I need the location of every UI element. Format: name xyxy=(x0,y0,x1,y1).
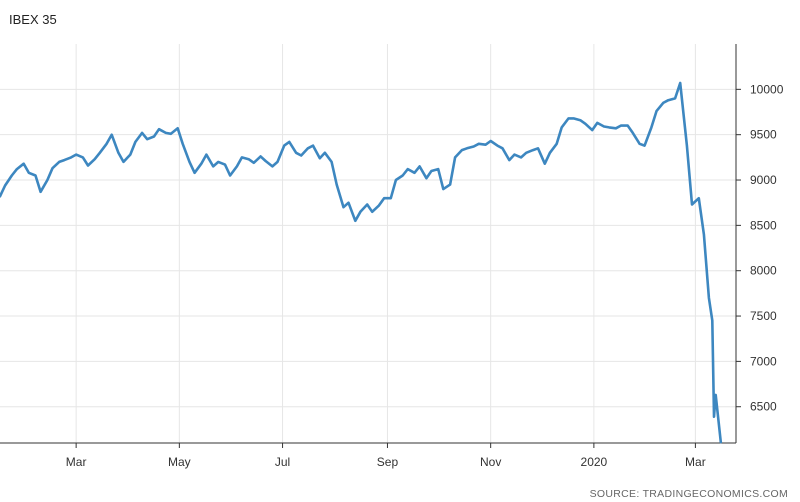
y-tick-label-6: 9500 xyxy=(750,128,777,142)
y-tick-label-0: 6500 xyxy=(750,400,777,414)
series-line xyxy=(0,81,723,444)
x-tick-label-4: Nov xyxy=(480,455,501,469)
chart-title: IBEX 35 xyxy=(9,12,57,27)
x-tick-label-5: 2020 xyxy=(581,455,608,469)
x-tick-label-1: May xyxy=(168,455,191,469)
y-tick-label-4: 8500 xyxy=(750,218,777,232)
y-tick-label-5: 9000 xyxy=(750,173,777,187)
source-note: SOURCE: TRADINGECONOMICS.COM xyxy=(589,488,788,500)
x-tick-label-2: Jul xyxy=(275,455,290,469)
x-axis-ticks: Mar May Jul Sep Nov 2020 Mar xyxy=(66,443,706,469)
y-tick-label-7: 10000 xyxy=(750,82,784,96)
x-tick-label-6: Mar xyxy=(685,455,706,469)
x-tick-label-0: Mar xyxy=(66,455,87,469)
vertical-gridlines xyxy=(75,44,696,443)
horizontal-gridlines xyxy=(0,88,736,408)
y-tick-label-3: 8000 xyxy=(750,264,777,278)
y-tick-label-2: 7500 xyxy=(750,309,777,323)
y-tick-label-1: 7000 xyxy=(750,354,777,368)
y-axis-ticks: 6500 7000 7500 8000 8500 9000 9500 10000 xyxy=(736,82,784,414)
x-tick-label-3: Sep xyxy=(377,455,399,469)
